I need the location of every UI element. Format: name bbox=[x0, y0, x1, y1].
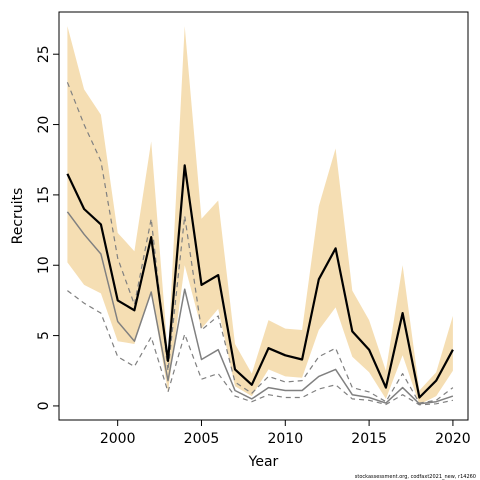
estimate-line bbox=[66, 164, 454, 399]
plot-frame bbox=[58, 11, 469, 421]
confidence-band bbox=[67, 26, 453, 405]
x-tick-label: 2015 bbox=[351, 431, 387, 447]
alt-lower-dashed-line bbox=[67, 290, 454, 406]
x-tick-label: 2005 bbox=[184, 431, 220, 447]
y-tick-label: 5 bbox=[36, 331, 52, 340]
x-tick-label: 2020 bbox=[435, 431, 471, 447]
axes-layer: 2000 2005 2010 2015 2020 0 5 10 15 20 25 bbox=[36, 45, 471, 447]
y-tick-label: 0 bbox=[36, 401, 52, 410]
confidence-band-layer bbox=[67, 26, 453, 405]
x-tick-label: 2000 bbox=[100, 431, 136, 447]
footnote: stockassessment.org, codfaxt2021_new, r1… bbox=[355, 474, 476, 480]
y-tick-label: 20 bbox=[36, 116, 52, 134]
y-tick-label: 10 bbox=[36, 256, 52, 274]
y-axis-title: Recruits bbox=[10, 188, 26, 245]
alt-estimate-line bbox=[66, 211, 454, 405]
x-axis-title: Year bbox=[248, 454, 279, 470]
alt-upper-dashed-line bbox=[66, 82, 454, 404]
y-tick-label: 25 bbox=[36, 45, 52, 63]
x-tick-label: 2010 bbox=[267, 431, 303, 447]
series-lines-layer bbox=[66, 82, 454, 406]
y-tick-label: 15 bbox=[36, 186, 52, 204]
